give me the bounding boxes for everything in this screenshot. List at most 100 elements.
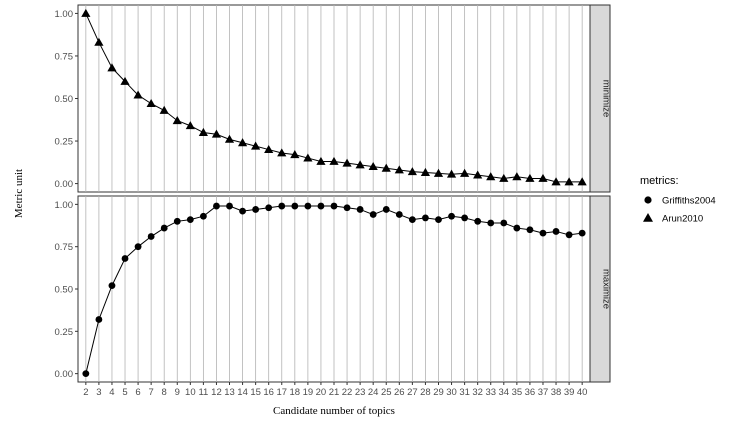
x-axis-title: Candidate number of topics [273,405,395,417]
data-point-Griffiths2004 [239,207,246,215]
x-tick-label: 5 [122,387,127,398]
data-point-Griffiths2004 [330,202,338,210]
x-tick-label: 17 [276,387,287,398]
x-tick-label: 9 [175,387,180,398]
data-point-Griffiths2004 [82,370,90,378]
data-point-Griffiths2004 [199,212,207,220]
x-tick-label: 35 [512,387,523,398]
data-point-Arun2010 [172,116,182,125]
x-tick-label: 22 [342,387,353,398]
data-point-Arun2010 [460,168,470,177]
panel-minimize: 0.00 0.25 0.50 0.75 1.00 minimize [55,4,612,193]
data-point-Arun2010 [577,177,587,186]
y-tick-label: 0.50 [55,94,74,105]
data-point-Arun2010 [198,127,208,136]
data-point-Griffiths2004 [278,202,286,210]
data-point-Griffiths2004 [343,204,351,212]
x-tick-label: 38 [551,387,562,398]
x-tick-label: 10 [185,387,196,398]
data-point-Griffiths2004 [317,202,325,210]
data-point-Griffiths2004 [578,229,586,237]
data-point-Arun2010 [446,169,457,178]
data-point-Griffiths2004 [382,206,390,213]
data-point-Griffiths2004 [513,224,521,232]
data-point-Griffiths2004 [160,224,168,232]
data-point-Arun2010 [120,76,130,85]
data-point-Arun2010 [329,156,339,165]
data-point-Griffiths2004 [134,243,142,251]
x-tick-label: 20 [316,387,327,398]
data-point-Arun2010 [381,163,391,172]
data-point-Arun2010 [525,173,535,182]
data-point-Arun2010 [433,168,444,177]
data-point-Griffiths2004 [108,282,116,290]
x-tick-label: 8 [162,387,167,398]
facet-strip [589,4,611,193]
y-tick-label: 0.00 [55,369,74,380]
data-point-Arun2010 [107,63,117,72]
data-point-Griffiths2004 [291,202,299,210]
x-tick-label: 25 [381,387,392,398]
data-point-Arun2010 [564,177,574,186]
data-point-Arun2010 [237,138,248,147]
data-point-Arun2010 [224,134,235,143]
data-point-Griffiths2004 [304,202,312,210]
data-point-Griffiths2004 [408,216,416,224]
legend-label-Griffiths2004: Griffiths2004 [662,196,716,207]
data-point-Griffiths2004 [226,202,233,210]
y-tick-label: 1.00 [55,9,74,20]
data-point-Arun2010 [342,158,352,167]
data-point-Griffiths2004 [213,202,220,210]
data-point-Arun2010 [486,172,496,181]
x-tick-label: 31 [459,387,470,398]
data-point-Arun2010 [394,165,404,174]
y-tick-label: 0.75 [55,51,74,62]
x-tick-label: 21 [329,387,340,398]
data-point-Arun2010 [94,37,104,46]
y-tick-label: 0.25 [55,327,74,338]
data-point-Griffiths2004 [356,206,364,213]
x-tick-label: 16 [263,387,274,398]
x-tick-label: 15 [250,387,261,398]
data-point-Griffiths2004 [173,217,181,225]
y-tick-label: 0.00 [55,179,74,190]
facet-strip-label: minimize [601,80,612,117]
data-point-Griffiths2004 [395,211,403,218]
data-point-Arun2010 [355,160,365,169]
data-point-Arun2010 [303,153,313,162]
data-point-Griffiths2004 [448,212,455,220]
x-tick-label: 2 [83,387,88,398]
data-point-Griffiths2004 [539,229,547,237]
data-point-Arun2010 [133,90,143,99]
x-tick-label: 34 [499,387,510,398]
data-point-Griffiths2004 [147,233,155,240]
x-tick-label: 14 [237,387,248,398]
legend: metrics: Griffiths2004 Arun2010 [640,175,716,225]
x-tick-label: 11 [198,387,208,398]
panel-maximize: 0.00 0.25 0.50 0.75 1.00 maximize [55,195,612,383]
data-point-Griffiths2004 [487,219,495,227]
legend-key-Arun2010 [643,213,653,222]
legend-key-Griffiths2004 [644,196,652,204]
data-point-Arun2010 [185,121,195,130]
x-tick-label: 39 [564,387,575,398]
data-point-Arun2010 [551,177,561,186]
y-tick-label: 1.00 [55,200,74,211]
x-tick-label: 13 [224,387,235,398]
facet-strip-label: maximize [601,269,612,309]
x-tick-label: 12 [211,387,222,398]
x-tick-label: 18 [290,387,301,398]
data-point-Griffiths2004 [461,214,469,222]
data-point-Arun2010 [473,170,483,179]
legend-title: metrics: [640,175,679,187]
data-point-Arun2010 [264,144,274,154]
data-point-Griffiths2004 [422,214,429,222]
x-tick-label: 6 [135,387,140,398]
x-tick-label: 32 [472,387,483,398]
y-tick-label: 0.75 [55,242,74,253]
x-tick-label: 36 [525,387,536,398]
x-tick-label: 40 [577,387,588,398]
data-point-Arun2010 [368,161,378,171]
data-point-Griffiths2004 [121,255,129,262]
